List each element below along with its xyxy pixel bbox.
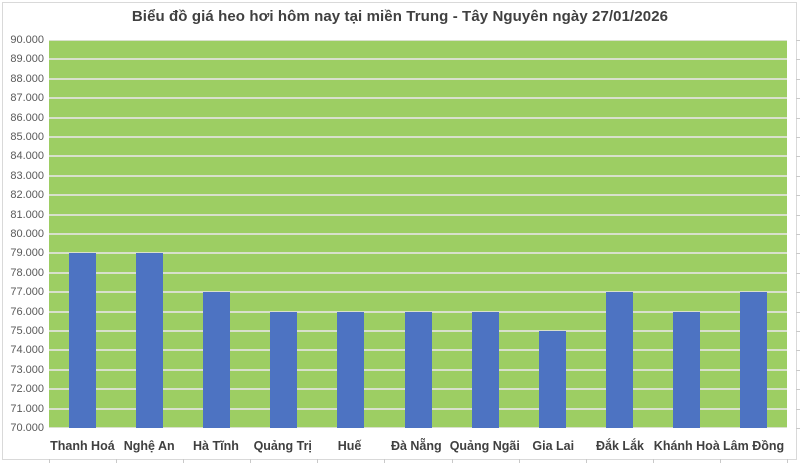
x-axis-tick: [49, 459, 50, 463]
x-category-label: Huế: [337, 439, 362, 453]
gridline: [49, 233, 787, 235]
x-category-label: Lâm Đồng: [723, 439, 785, 453]
gridline: [49, 136, 787, 138]
right-edge-tick: [796, 156, 800, 158]
gridline: [49, 97, 787, 100]
x-axis: Thanh Hoá Nghệ An Hà Tĩnh Quảng Trị Huế Đà Nẵ…: [49, 438, 787, 456]
gridline: [49, 58, 787, 61]
gridline: [49, 252, 787, 255]
right-edge-tick: [796, 234, 800, 235]
x-axis-tick: [652, 459, 654, 463]
right-edge-tick: [796, 292, 800, 294]
right-edge-tick: [796, 175, 800, 177]
y-axis: 90.000 89.000 88.000 87.000 86.000 85.000 84.0…: [0, 34, 44, 434]
x-axis-tick: [451, 459, 453, 463]
gridline: [49, 194, 787, 197]
right-edge-tick: [796, 117, 800, 119]
bar: [739, 292, 767, 428]
x-axis-tick: [384, 459, 386, 463]
y-tick-label: 89.000: [10, 53, 44, 66]
y-tick-label: 84.000: [10, 150, 44, 163]
y-tick-label: 88.000: [10, 72, 44, 85]
gridline: [49, 116, 787, 119]
y-tick-label: 86.000: [10, 111, 44, 124]
right-edge-tick: [796, 40, 800, 41]
right-edge-tick: [796, 311, 800, 313]
y-tick-label: 77.000: [10, 286, 44, 299]
bar: [136, 253, 164, 428]
right-edge-tick: [796, 428, 800, 429]
bar: [605, 292, 633, 428]
y-tick-label: 80.000: [10, 228, 44, 240]
gridline: [49, 155, 787, 158]
y-tick-label: 81.000: [10, 208, 44, 221]
x-category-label: Đà Nẵng: [390, 439, 442, 453]
bar: [270, 311, 298, 428]
right-edge-tick: [796, 59, 800, 61]
bar: [337, 311, 365, 428]
y-tick-label: 83.000: [10, 169, 44, 182]
gridline: [49, 291, 787, 294]
x-axis-tick: [116, 459, 118, 463]
bar: [404, 311, 432, 428]
gridline: [49, 271, 787, 274]
x-category-label: Gia Lai: [532, 439, 575, 453]
y-tick-label: 70.000: [10, 422, 44, 434]
x-axis-tick: [719, 459, 721, 463]
bar: [69, 253, 97, 428]
x-category-label: Quảng Ngãi: [449, 439, 520, 453]
y-tick-label: 72.000: [10, 383, 44, 396]
x-axis-tick: [585, 459, 587, 463]
gridline: [49, 40, 787, 41]
gridline: [49, 174, 787, 177]
right-edge-tick: [796, 137, 800, 138]
gridline: [49, 77, 787, 80]
right-edge-tick: [796, 253, 800, 255]
right-edge-tick: [796, 272, 800, 274]
bar: [471, 311, 499, 428]
right-edge-tick: [796, 78, 800, 80]
x-category-label: Quảng Trị: [253, 439, 312, 453]
y-tick-label: 76.000: [10, 305, 44, 318]
x-axis-tick: [317, 459, 319, 463]
x-category-label: Đắk Lắk: [596, 439, 644, 453]
x-category-label: Hà Tĩnh: [193, 439, 239, 453]
y-tick-label: 79.000: [10, 247, 44, 260]
x-category-label: Nghệ An: [123, 439, 175, 453]
right-edge-tick: [796, 369, 800, 371]
y-tick-label: 74.000: [10, 344, 44, 357]
y-tick-label: 71.000: [10, 402, 44, 415]
y-tick-label: 75.000: [10, 325, 44, 337]
y-tick-label: 82.000: [10, 189, 44, 202]
x-axis-tick: [518, 459, 520, 463]
right-edge-tick: [796, 408, 800, 410]
plot-area: [49, 40, 787, 428]
right-edge-tick: [796, 331, 800, 332]
bar: [538, 331, 566, 428]
x-axis-tick: [787, 459, 788, 463]
right-edge-tick: [796, 195, 800, 197]
right-edge-tick: [796, 350, 800, 352]
y-tick-label: 90.000: [10, 34, 44, 46]
x-axis-tick: [183, 459, 185, 463]
right-edge-tick: [796, 389, 800, 391]
chart-title: Biểu đồ giá heo hơi hôm nay tại miền Tru…: [131, 8, 669, 25]
y-tick-label: 85.000: [10, 131, 44, 143]
bar: [672, 311, 700, 428]
x-category-label: Khánh Hoà: [653, 439, 720, 453]
gridline: [49, 213, 787, 216]
right-edge-tick: [796, 98, 800, 100]
x-category-label: Thanh Hoá: [50, 439, 115, 453]
y-tick-label: 87.000: [10, 92, 44, 105]
y-tick-label: 78.000: [10, 266, 44, 279]
y-tick-label: 73.000: [10, 363, 44, 376]
right-edge-tick: [796, 214, 800, 216]
x-axis-tick: [250, 459, 252, 463]
bar: [203, 292, 231, 428]
